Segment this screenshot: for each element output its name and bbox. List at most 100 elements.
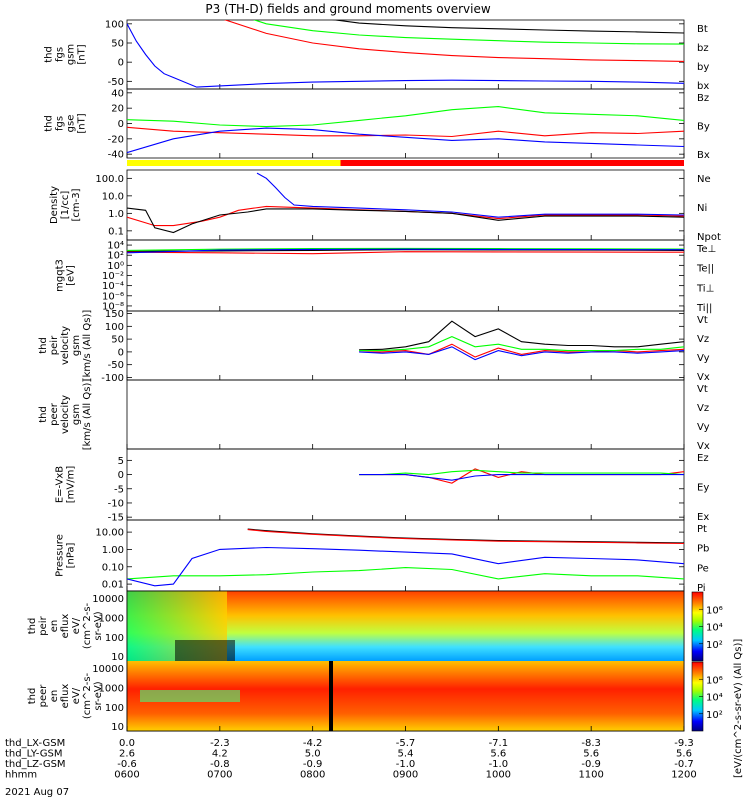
y-axis-label: en — [49, 620, 60, 633]
y-axis-label: thd — [27, 688, 38, 705]
legend-entry: Bt — [697, 24, 708, 35]
series-line-Vx — [359, 346, 684, 361]
y-axis-label: (cm^2-s- — [82, 672, 93, 719]
legend-entry: Te|| — [696, 264, 714, 275]
series-line-bz — [223, 20, 684, 62]
series-line-By — [127, 106, 684, 128]
panel-frame-peer-velocity — [126, 379, 685, 450]
y-tick-label: 5 — [118, 456, 124, 467]
series-line-Ez — [359, 468, 684, 484]
time-axis-value: 0900 — [393, 770, 418, 781]
y-axis-label: thd — [44, 115, 55, 132]
time-axis-value: 4.2 — [212, 749, 228, 760]
series-line-Te⊥ — [127, 251, 684, 255]
series-line-Ne — [127, 205, 684, 227]
y-axis-label: velocity — [60, 395, 71, 434]
legend-entry: Ez — [697, 453, 709, 464]
time-axis-row-label: hhmm — [5, 770, 37, 781]
y-tick-label: -15 — [108, 513, 124, 524]
y-tick-label: 10.0 — [102, 191, 124, 202]
y-tick-label: 100 — [105, 19, 124, 30]
y-axis-label: thd — [38, 337, 49, 354]
y-tick-label: 0 — [118, 58, 124, 69]
legend-entry: Vy — [697, 353, 710, 364]
series-line-by — [252, 20, 684, 45]
y-axis-label: [eV] — [66, 265, 77, 286]
legend-entry: Pi — [697, 583, 706, 594]
spectrogram-peer — [127, 661, 684, 731]
y-axis-label: sr-eV) — [93, 611, 104, 640]
y-axis-label: [1/cc] — [60, 191, 71, 220]
y-tick-label: 0 — [118, 119, 124, 130]
y-axis-label: (cm^2-s- — [82, 602, 93, 649]
time-axis-value: 0.0 — [119, 738, 135, 749]
y-tick-label: 10.00 — [95, 528, 124, 539]
time-axis-value: -0.9 — [303, 759, 323, 770]
spectrogram-peer-data-gap — [329, 661, 333, 731]
y-axis-label: eV/ — [71, 617, 82, 634]
legend-entry: Vy — [697, 422, 710, 433]
y-tick-label: 10⁻⁶ — [102, 291, 124, 302]
series-line-bx — [127, 23, 684, 88]
time-axis-value: -0.6 — [117, 759, 137, 770]
y-axis-label: eflux — [60, 684, 71, 709]
time-axis-value: -8.3 — [581, 738, 601, 749]
panel-peir-velocity: 150 100 500 -50 -100 thd peir velocity gsm [km/s … — [38, 309, 710, 384]
y-tick-label: 1.00 — [102, 545, 124, 556]
y-tick-label: 1000 — [99, 684, 124, 695]
series-line-Npot — [256, 172, 684, 218]
y-axis-label: gsm — [71, 404, 82, 425]
series-line-Pi — [127, 546, 684, 587]
y-axis-label: peer — [38, 684, 49, 708]
y-tick-label: 10⁻² — [102, 271, 124, 282]
y-tick-label: -50 — [108, 77, 124, 88]
time-axis-value: 1200 — [671, 770, 696, 781]
y-axis-label: mgqt3 — [55, 259, 66, 292]
y-tick-label: -50 — [108, 360, 124, 371]
series-line-Ti⊥ — [127, 247, 684, 251]
y-axis-label: [km/s (All Qs)] — [82, 310, 93, 382]
y-tick-label: 150 — [105, 309, 124, 320]
y-axis-label: E=-VxB — [55, 466, 66, 503]
panel-frame-fgs-gse — [126, 88, 685, 159]
y-axis-label: [nPa] — [66, 542, 77, 568]
y-tick-label: 10000 — [92, 594, 124, 605]
time-axis-value: 0700 — [207, 770, 232, 781]
y-tick-label: -20 — [108, 134, 124, 145]
colorbar-tick-label: 10⁴ — [706, 693, 723, 704]
figure-title: P3 (TH-D) fields and ground moments over… — [205, 2, 490, 16]
y-axis-label: peir — [49, 335, 60, 355]
panel-efield: 5 0 -5 -10 -15 E=-VxB [mV/m] Ez Ey Ex — [55, 448, 709, 524]
time-axis-value: 0600 — [114, 770, 139, 781]
time-axis-value: -1.0 — [396, 759, 416, 770]
panel-pressure: 10.00 1.00 0.10 0.01 Pressure [nPa] Pt Pb Pe Pi — [55, 519, 709, 594]
y-axis-label: fgs — [55, 47, 66, 62]
y-axis-label: gsm — [66, 44, 77, 65]
colorbar-tick-label: 10² — [706, 710, 723, 721]
panel-fgs-gse: 40 20 0 -20 -40 thd fgs gse [nT] Bz By Bx — [44, 88, 710, 161]
y-tick-label: -40 — [108, 150, 124, 161]
legend-entry: Ti|| — [696, 303, 712, 314]
series-line-Pt — [247, 528, 684, 544]
y-tick-label: 10⁻⁸ — [102, 301, 124, 312]
series-line-Ex — [359, 474, 684, 481]
legend-entry: Ey — [697, 483, 709, 494]
series-line-Bz — [127, 126, 684, 138]
legend-entry: Vx — [697, 441, 710, 452]
panel-frame-fgs-gsm — [126, 19, 685, 90]
legend-entry: Npot — [697, 232, 721, 243]
y-tick-label: 1.0 — [108, 209, 124, 220]
time-axis-row-label: thd_LZ-GSM — [5, 759, 66, 770]
y-tick-label: 0 — [118, 470, 124, 481]
colorbar-group: 10⁶ 10⁴ 10² 10⁶ 10⁴ 10² [eV/(cm^2-s-sr-eV) (A… — [691, 591, 744, 778]
mode-bar-segment — [340, 160, 684, 166]
spectrogram-peir — [127, 591, 684, 661]
time-axis-value: 5.6 — [490, 749, 506, 760]
y-axis-label: [nT] — [77, 113, 88, 133]
y-axis-label: velocity — [60, 326, 71, 365]
y-axis-label: thd — [38, 406, 49, 423]
legend-entry: by — [697, 62, 709, 73]
y-axis-label: peir — [38, 615, 49, 635]
y-tick-label: 100.0 — [95, 174, 124, 185]
time-axis-value: -0.7 — [674, 759, 694, 770]
